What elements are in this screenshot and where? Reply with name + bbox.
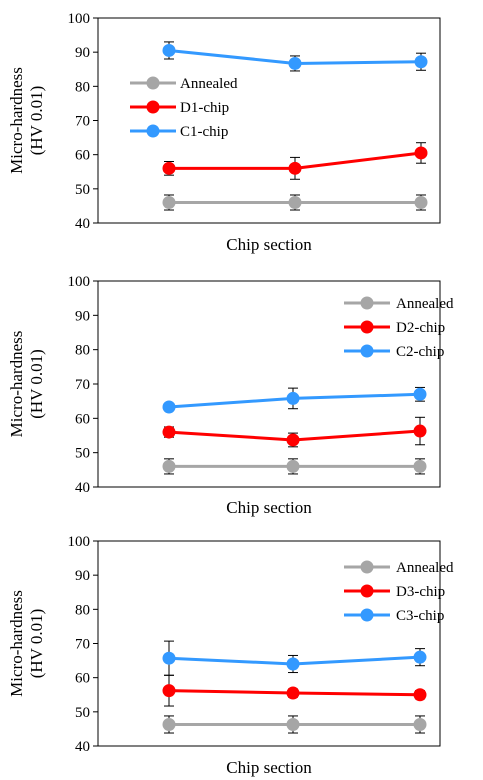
series-D3-chip: [162, 674, 427, 707]
y-axis-label-line-1: Micro-hardness: [7, 590, 26, 697]
chart-panel-2: 40 50 60 70 80 90 100 Chip section Micro-hardnes…: [7, 274, 454, 517]
y-tick-label: 60: [75, 671, 90, 687]
y-tick-label: 40: [75, 480, 90, 496]
data-point: [286, 433, 300, 447]
data-point: [414, 55, 428, 69]
y-tick-label: 80: [75, 343, 90, 359]
y-tick-label: 90: [75, 45, 90, 61]
data-point: [286, 717, 300, 731]
legend: Annealed D2-chip C2-chip: [344, 296, 454, 360]
series-Annealed: [162, 715, 427, 734]
y-tick-label: 70: [75, 637, 90, 653]
data-point: [162, 651, 176, 665]
legend-marker: [146, 100, 160, 114]
y-axis-label-line-2: (HV 0.01): [27, 86, 46, 156]
legend-marker: [146, 124, 160, 138]
y-tick-label: 70: [75, 377, 90, 393]
legend-marker: [146, 76, 160, 90]
data-point: [162, 717, 176, 731]
y-tick-label: 50: [75, 446, 90, 462]
data-point: [286, 686, 300, 700]
data-point: [162, 43, 176, 57]
y-tick-label: 100: [68, 11, 91, 27]
y-tick-label: 100: [68, 274, 91, 290]
legend-marker: [360, 608, 374, 622]
series-C2-chip: [162, 386, 427, 414]
legend-label: D2-chip: [396, 320, 445, 336]
y-tick-label: 80: [75, 602, 90, 618]
data-point: [413, 688, 427, 702]
plot-frame: [97, 280, 441, 488]
x-axis-label: Chip section: [226, 498, 312, 517]
data-point: [413, 650, 427, 664]
data-point: [286, 391, 300, 405]
data-point: [288, 161, 302, 175]
y-tick-label: 100: [68, 534, 91, 550]
chart-panel-1: 40 50 60 70 80 90 100 Chip section Micro-hardnes…: [7, 11, 441, 254]
data-point: [288, 56, 302, 70]
y-tick-label: 90: [75, 568, 90, 584]
series-Annealed: [162, 458, 427, 475]
legend-label: Annealed: [180, 76, 238, 92]
data-point: [413, 424, 427, 438]
legend-marker: [360, 584, 374, 598]
y-tick-label: 90: [75, 308, 90, 324]
data-point: [288, 196, 302, 209]
data-point: [286, 657, 300, 671]
y-tick-label: 80: [75, 79, 90, 95]
legend-marker: [360, 320, 374, 334]
data-point: [162, 425, 176, 439]
legend: Annealed D1-chip C1-chip: [130, 76, 238, 140]
data-point: [162, 196, 176, 209]
data-point: [162, 400, 176, 414]
data-point: [162, 161, 176, 175]
legend-label: D1-chip: [180, 100, 229, 116]
data-point: [286, 459, 300, 473]
data-point: [413, 387, 427, 401]
y-axis-label-line-2: (HV 0.01): [27, 349, 46, 419]
x-axis-label: Chip section: [226, 235, 312, 254]
series-C3-chip: [162, 640, 427, 676]
plot-frame: [97, 540, 441, 747]
y-tick-label: 50: [75, 705, 90, 721]
legend-marker: [360, 344, 374, 358]
legend-label: D3-chip: [396, 584, 445, 600]
series-C1-chip: [162, 41, 428, 72]
data-point: [414, 146, 428, 160]
legend-label: Annealed: [396, 296, 454, 312]
legend: Annealed D3-chip C3-chip: [344, 560, 454, 624]
data-point: [413, 717, 427, 731]
x-axis-label: Chip section: [226, 758, 312, 777]
data-point: [162, 684, 176, 698]
y-tick-label: 50: [75, 182, 90, 198]
y-axis-label-line-1: Micro-hardness: [7, 331, 26, 438]
data-point: [413, 459, 427, 473]
data-point: [414, 196, 428, 209]
y-tick-label: 60: [75, 411, 90, 427]
series-Annealed: [162, 194, 428, 211]
y-axis-label-line-2: (HV 0.01): [27, 609, 46, 679]
legend-label: C3-chip: [396, 608, 444, 624]
y-tick-label: 40: [75, 739, 90, 755]
data-point: [162, 459, 176, 473]
legend-label: C2-chip: [396, 344, 444, 360]
legend-marker: [360, 560, 374, 574]
legend-label: C1-chip: [180, 124, 228, 140]
chart-panel-3: 40 50 60 70 80 90 100 Chip section Micro-hardnes…: [7, 534, 454, 777]
plot-frame: [97, 17, 441, 224]
y-tick-label: 60: [75, 148, 90, 164]
legend-marker: [360, 296, 374, 310]
legend-label: Annealed: [396, 560, 454, 576]
y-axis-label-line-1: Micro-hardness: [7, 67, 26, 174]
y-tick-label: 70: [75, 114, 90, 130]
series-D2-chip: [162, 416, 427, 448]
y-tick-label: 40: [75, 216, 90, 232]
series-D1-chip: [162, 142, 428, 180]
